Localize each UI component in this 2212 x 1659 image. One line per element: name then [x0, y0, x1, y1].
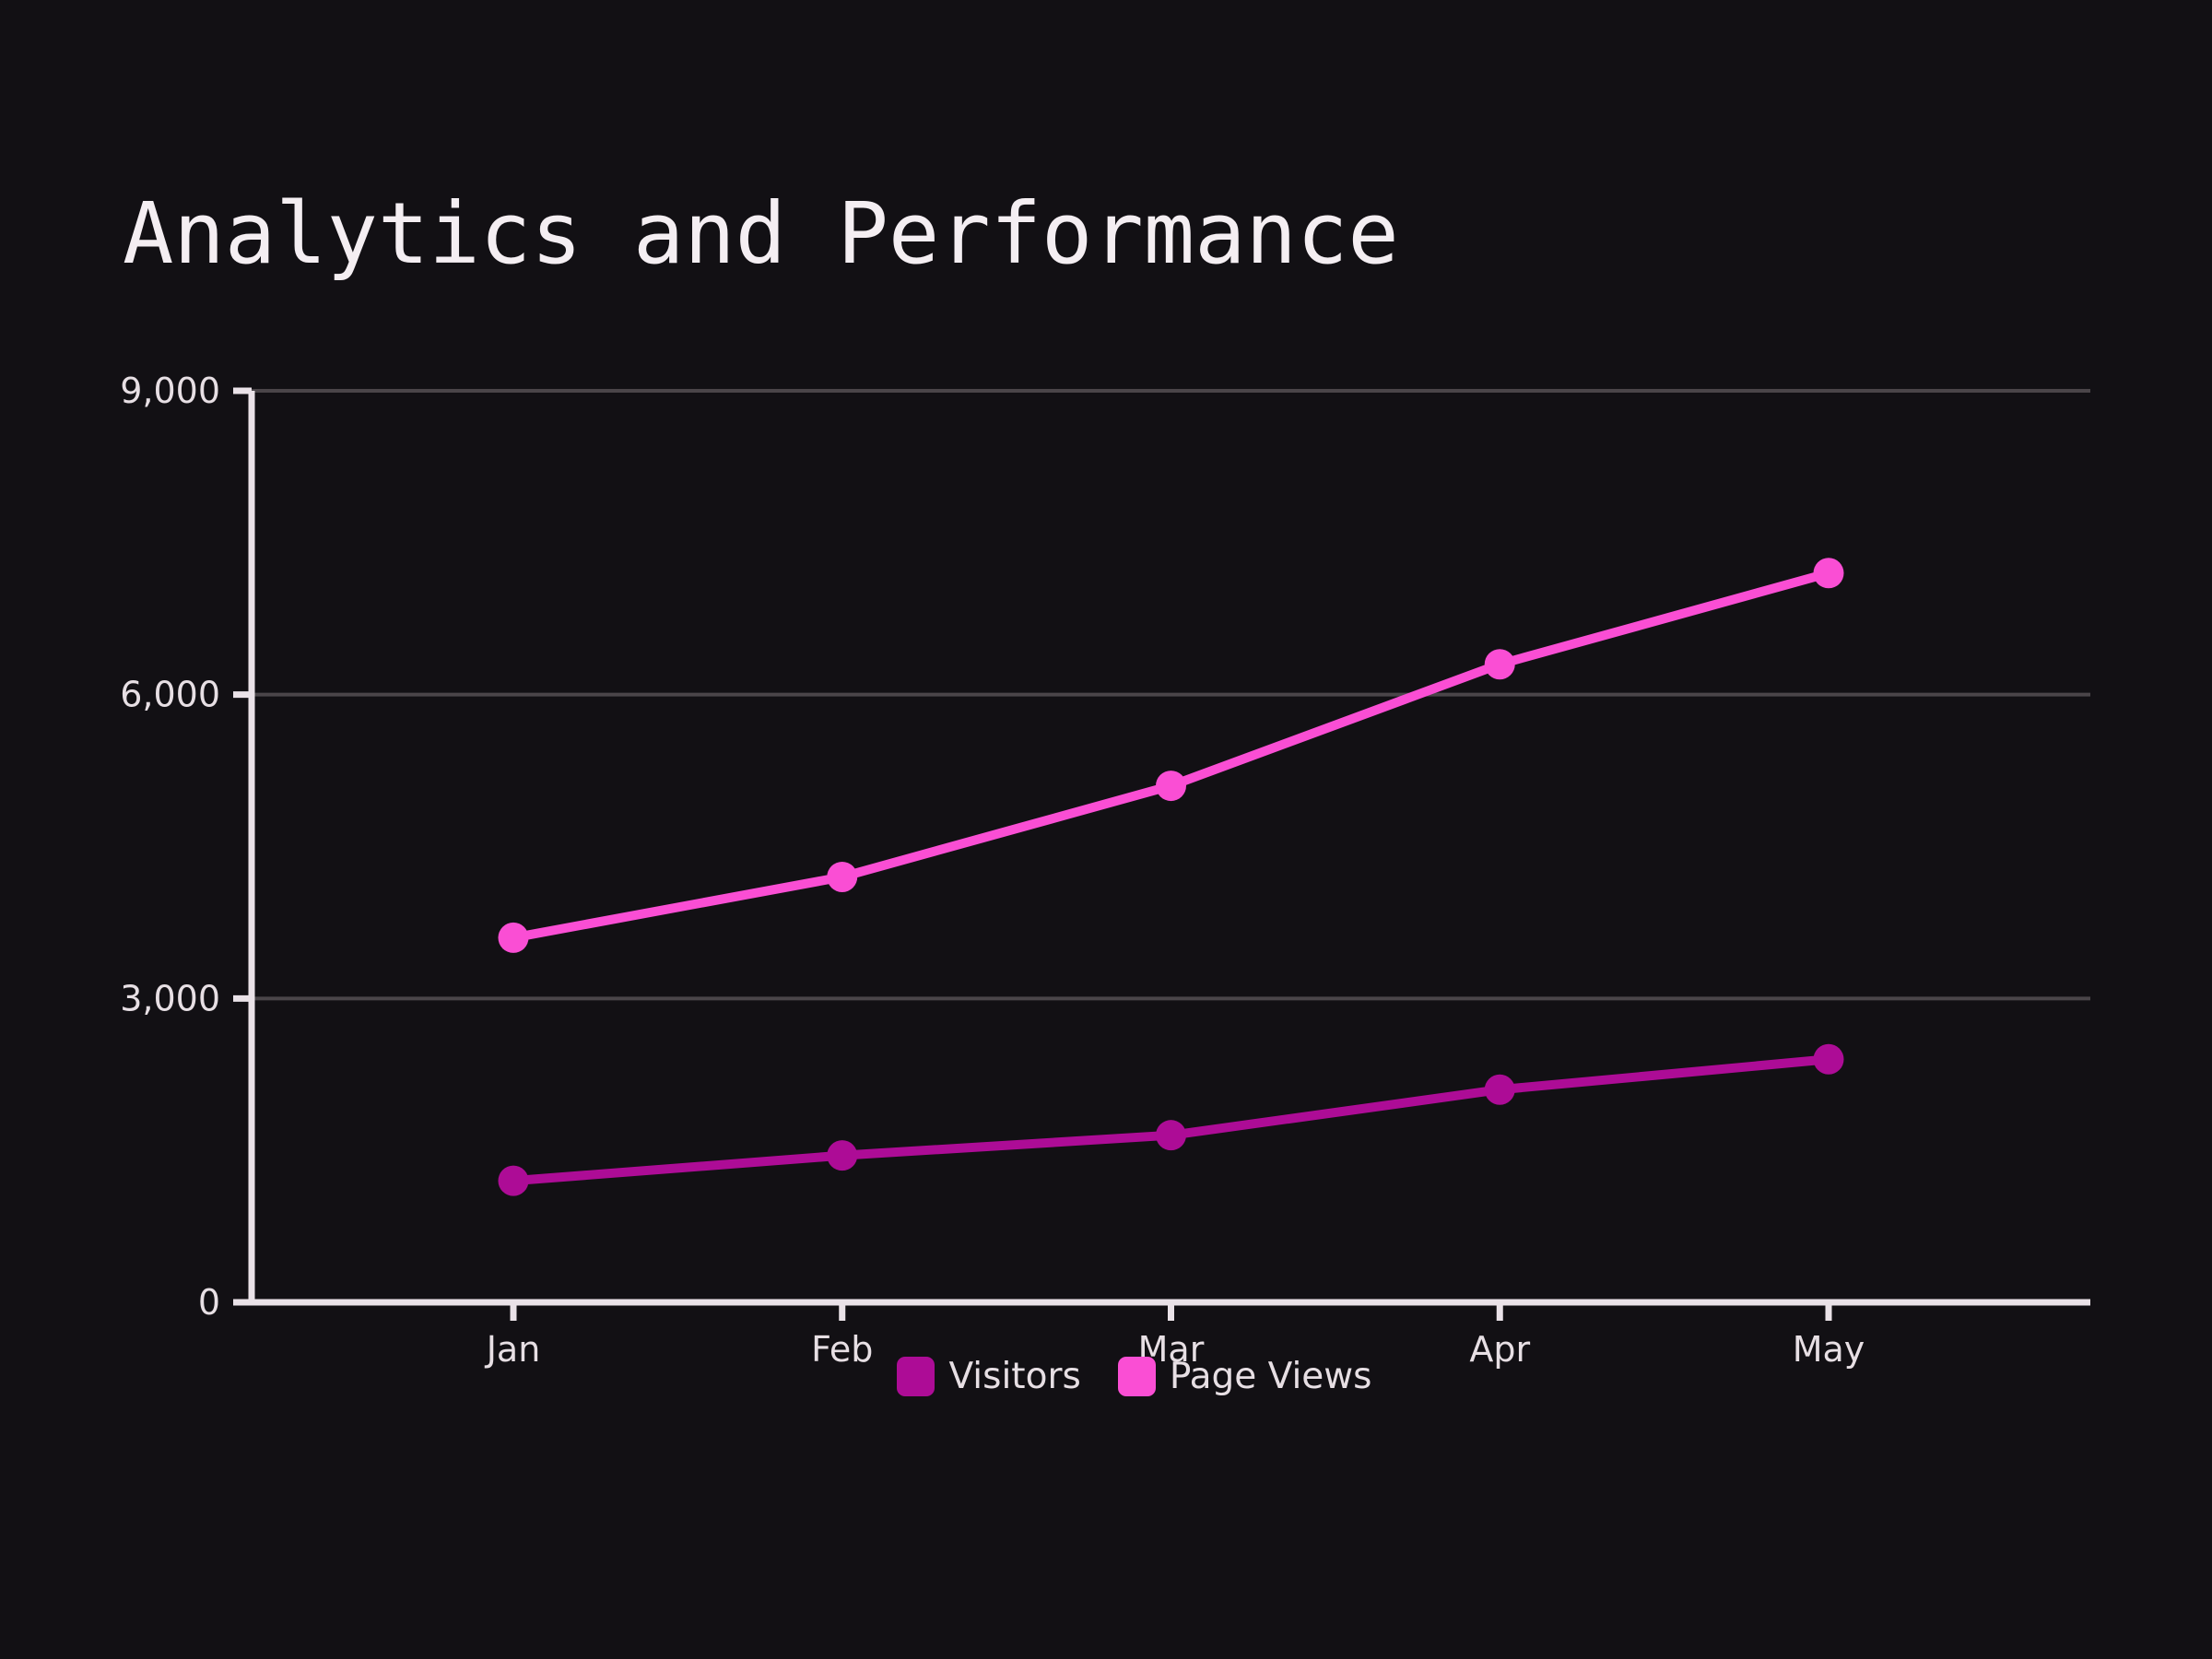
x-tick-label: Feb	[811, 1329, 873, 1370]
x-tick-label: Apr	[1469, 1329, 1530, 1370]
series-line-page-views	[509, 568, 1833, 943]
x-tick-label: Jan	[485, 1329, 541, 1370]
legend-label: Visitors	[948, 1356, 1081, 1397]
data-point-visitors-may[interactable]	[1813, 1043, 1844, 1075]
legend-label: Page Views	[1169, 1356, 1372, 1397]
legend-item-visitors[interactable]: Visitors	[897, 1356, 1081, 1397]
x-tick-label: May	[1793, 1329, 1865, 1370]
data-point-page-views-apr[interactable]	[1484, 649, 1515, 680]
data-point-visitors-feb[interactable]	[827, 1140, 858, 1171]
y-tick-label: 0	[198, 1282, 220, 1323]
y-tick-label: 9,000	[120, 371, 220, 411]
chart-legend: Visitors Page Views	[57, 1357, 2212, 1396]
legend-item-page-views[interactable]: Page Views	[1117, 1356, 1372, 1397]
data-point-visitors-mar[interactable]	[1156, 1120, 1186, 1151]
y-tick-label: 6,000	[120, 675, 220, 715]
data-point-visitors-apr[interactable]	[1484, 1074, 1515, 1105]
data-point-visitors-jan[interactable]	[498, 1165, 529, 1196]
page-title: Analytics and Performance	[123, 184, 1399, 283]
legend-swatch-visitors	[897, 1357, 935, 1396]
legend-swatch-page-views	[1117, 1357, 1156, 1396]
data-point-page-views-feb[interactable]	[827, 861, 858, 892]
data-point-page-views-mar[interactable]	[1156, 771, 1186, 802]
y-tick-label: 3,000	[120, 978, 220, 1018]
data-point-page-views-may[interactable]	[1813, 558, 1844, 589]
data-point-page-views-jan[interactable]	[498, 922, 529, 953]
